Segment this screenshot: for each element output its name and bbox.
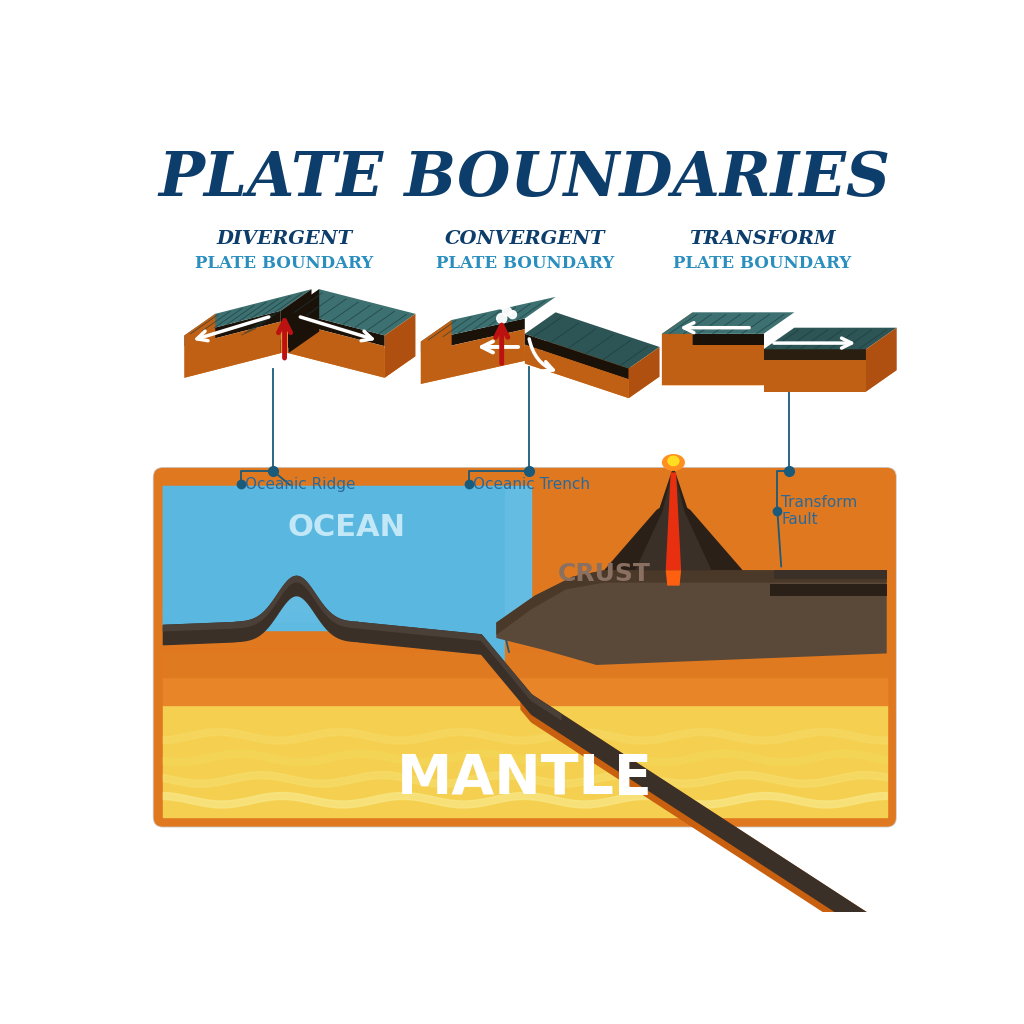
- Polygon shape: [289, 310, 385, 346]
- Polygon shape: [764, 360, 866, 391]
- Text: PLATE BOUNDARY: PLATE BOUNDARY: [196, 255, 374, 272]
- Polygon shape: [770, 584, 887, 596]
- Text: OCEAN: OCEAN: [287, 513, 406, 543]
- Polygon shape: [666, 472, 681, 570]
- Text: DIVERGENT: DIVERGENT: [216, 230, 352, 248]
- Polygon shape: [662, 367, 764, 376]
- Polygon shape: [497, 570, 887, 665]
- Polygon shape: [666, 570, 681, 586]
- Text: Transform
Fault: Transform Fault: [781, 495, 857, 527]
- Polygon shape: [764, 328, 897, 349]
- Polygon shape: [764, 373, 866, 382]
- Circle shape: [503, 307, 512, 316]
- Polygon shape: [281, 322, 289, 353]
- Text: TRANSFORM: TRANSFORM: [689, 230, 836, 248]
- Polygon shape: [629, 347, 659, 398]
- Text: PLATE BOUNDARY: PLATE BOUNDARY: [435, 255, 614, 272]
- Polygon shape: [421, 318, 524, 352]
- Polygon shape: [764, 349, 866, 360]
- Polygon shape: [524, 342, 659, 398]
- Polygon shape: [662, 312, 795, 334]
- Polygon shape: [421, 330, 524, 384]
- Circle shape: [497, 313, 507, 324]
- Polygon shape: [385, 313, 416, 378]
- Polygon shape: [524, 334, 629, 379]
- Text: MANTLE: MANTLE: [397, 752, 652, 806]
- Text: Oceanic Trench: Oceanic Trench: [473, 476, 590, 492]
- Polygon shape: [184, 313, 215, 378]
- Polygon shape: [281, 289, 311, 353]
- Polygon shape: [421, 319, 452, 384]
- Polygon shape: [662, 334, 764, 345]
- Ellipse shape: [662, 454, 685, 471]
- Polygon shape: [289, 332, 416, 378]
- Polygon shape: [184, 322, 281, 378]
- Ellipse shape: [668, 456, 680, 466]
- Polygon shape: [604, 466, 742, 570]
- Text: CONVERGENT: CONVERGENT: [444, 230, 605, 248]
- Polygon shape: [524, 312, 659, 369]
- Polygon shape: [662, 312, 692, 385]
- Polygon shape: [184, 310, 281, 346]
- Text: Oceanic Ridge: Oceanic Ridge: [245, 476, 355, 492]
- FancyBboxPatch shape: [154, 468, 896, 826]
- Polygon shape: [773, 570, 887, 580]
- Text: PLATE BOUNDARIES: PLATE BOUNDARIES: [159, 150, 891, 209]
- Polygon shape: [421, 297, 556, 342]
- Polygon shape: [289, 289, 319, 353]
- Polygon shape: [184, 289, 311, 336]
- Text: CRUST: CRUST: [558, 562, 650, 586]
- Polygon shape: [662, 364, 795, 385]
- Text: PLATE BOUNDARY: PLATE BOUNDARY: [673, 255, 851, 272]
- FancyBboxPatch shape: [154, 468, 896, 826]
- Polygon shape: [421, 339, 556, 384]
- Circle shape: [499, 301, 506, 309]
- Polygon shape: [289, 322, 385, 378]
- Circle shape: [509, 310, 516, 318]
- Polygon shape: [184, 332, 311, 378]
- Polygon shape: [764, 370, 897, 391]
- Polygon shape: [866, 328, 897, 391]
- Polygon shape: [497, 570, 887, 635]
- Polygon shape: [289, 289, 416, 336]
- Polygon shape: [524, 345, 629, 398]
- Circle shape: [508, 299, 515, 306]
- Polygon shape: [662, 345, 764, 385]
- Polygon shape: [635, 466, 712, 570]
